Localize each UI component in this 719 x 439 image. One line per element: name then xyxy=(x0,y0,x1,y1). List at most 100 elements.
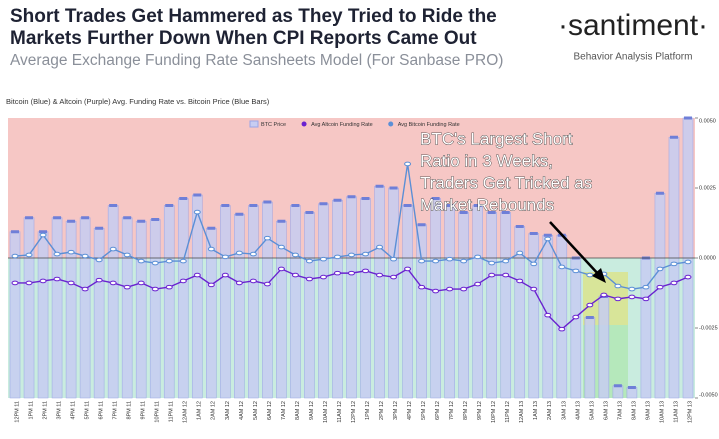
bar xyxy=(79,217,91,399)
bar xyxy=(416,224,427,399)
point xyxy=(109,246,117,252)
point xyxy=(376,244,384,250)
point xyxy=(418,284,426,290)
x-tick-label: 10PM 12 xyxy=(491,401,497,423)
x-tick-label: 6PM 11 xyxy=(99,401,105,420)
arrow xyxy=(549,221,601,277)
plot: 0.0050 0.0025 0.0000 -0.0025 -0.0050 12PM 11 1… xyxy=(8,116,718,423)
bar-cap xyxy=(249,204,258,207)
bar xyxy=(346,196,357,399)
bar-cap xyxy=(221,204,230,207)
point xyxy=(460,258,468,264)
bar xyxy=(374,185,385,399)
y-tick-label: -0.0050 xyxy=(699,392,718,398)
bar xyxy=(177,198,189,399)
point xyxy=(249,278,257,284)
point xyxy=(67,280,75,286)
bar-cap xyxy=(487,211,496,214)
point xyxy=(39,278,47,284)
bar xyxy=(65,220,77,399)
point xyxy=(333,254,341,260)
tagline: Behavior Analysis Platform xyxy=(574,52,693,63)
bar xyxy=(332,199,343,399)
point xyxy=(305,258,313,264)
point xyxy=(151,260,159,266)
point xyxy=(263,281,271,287)
bar-cap xyxy=(95,226,104,230)
x-tick-label: 11AM 13 xyxy=(673,401,679,423)
bar-cap xyxy=(445,204,454,207)
point xyxy=(249,251,257,257)
x-tick-label: 4AM 12 xyxy=(239,401,245,420)
bar-cap xyxy=(11,230,20,234)
point xyxy=(348,252,355,258)
point xyxy=(586,302,594,308)
x-tick-label: 2PM 12 xyxy=(379,401,385,420)
bar xyxy=(135,220,147,399)
bar-cap xyxy=(25,216,34,220)
bar-cap xyxy=(529,232,538,235)
bar-cap xyxy=(389,186,398,190)
bar-cap xyxy=(207,226,216,230)
x-tick-label: 2AM 12 xyxy=(211,401,217,420)
bar xyxy=(458,212,469,399)
x-tick-label: 3AM 13 xyxy=(561,401,567,420)
point xyxy=(165,258,173,264)
point xyxy=(137,258,145,264)
point xyxy=(544,312,552,318)
point xyxy=(81,253,89,259)
bar-cap xyxy=(403,204,412,207)
point xyxy=(277,244,285,250)
bar-cap xyxy=(137,219,146,223)
bar-cap xyxy=(305,211,314,214)
bar-cap xyxy=(179,197,188,200)
point xyxy=(291,272,299,278)
point xyxy=(81,286,89,292)
bar xyxy=(93,227,105,399)
bar xyxy=(220,205,231,399)
bar-cap xyxy=(109,204,118,207)
point xyxy=(670,261,678,267)
bar-cap xyxy=(417,223,426,227)
bar-cap xyxy=(361,197,370,200)
point xyxy=(193,209,201,215)
point xyxy=(53,276,61,282)
x-tick-label: 6PM 12 xyxy=(435,401,441,420)
x-tick-label: 1AM 13 xyxy=(533,401,539,420)
bar xyxy=(248,205,259,399)
point xyxy=(684,259,692,265)
point xyxy=(151,286,159,292)
point xyxy=(235,280,243,286)
point xyxy=(404,161,412,167)
legend-label: Avg Bitcoin Funding Rate xyxy=(398,122,460,128)
bar-cap xyxy=(291,204,300,207)
x-tick-label: 9AM 13 xyxy=(645,401,651,420)
x-tick-label: 2AM 13 xyxy=(547,401,553,420)
bar xyxy=(318,203,329,399)
x-tick-label: 8PM 12 xyxy=(463,401,469,420)
x-tick-label: 12PM 12 xyxy=(351,401,357,423)
point xyxy=(207,282,215,288)
point xyxy=(446,256,454,262)
point xyxy=(628,294,636,300)
bar-cap xyxy=(613,384,622,388)
point xyxy=(642,296,650,302)
x-tick-label: 9PM 12 xyxy=(477,401,483,420)
bar-cap xyxy=(123,216,132,220)
point xyxy=(544,236,552,242)
bar-cap xyxy=(39,230,48,234)
x-tick-label: 2PM 11 xyxy=(43,401,49,420)
bar xyxy=(598,296,610,399)
point xyxy=(319,274,327,280)
point xyxy=(11,253,19,259)
point xyxy=(221,272,229,278)
x-tick-label: 4PM 12 xyxy=(407,401,413,420)
bar xyxy=(107,205,119,399)
point xyxy=(432,258,440,264)
bar xyxy=(304,212,315,399)
point xyxy=(432,288,440,294)
bar-cap xyxy=(277,219,286,223)
x-tick-label: 4PM 11 xyxy=(71,401,77,420)
x-tick-label: 8PM 11 xyxy=(127,401,133,420)
bar xyxy=(626,387,638,399)
